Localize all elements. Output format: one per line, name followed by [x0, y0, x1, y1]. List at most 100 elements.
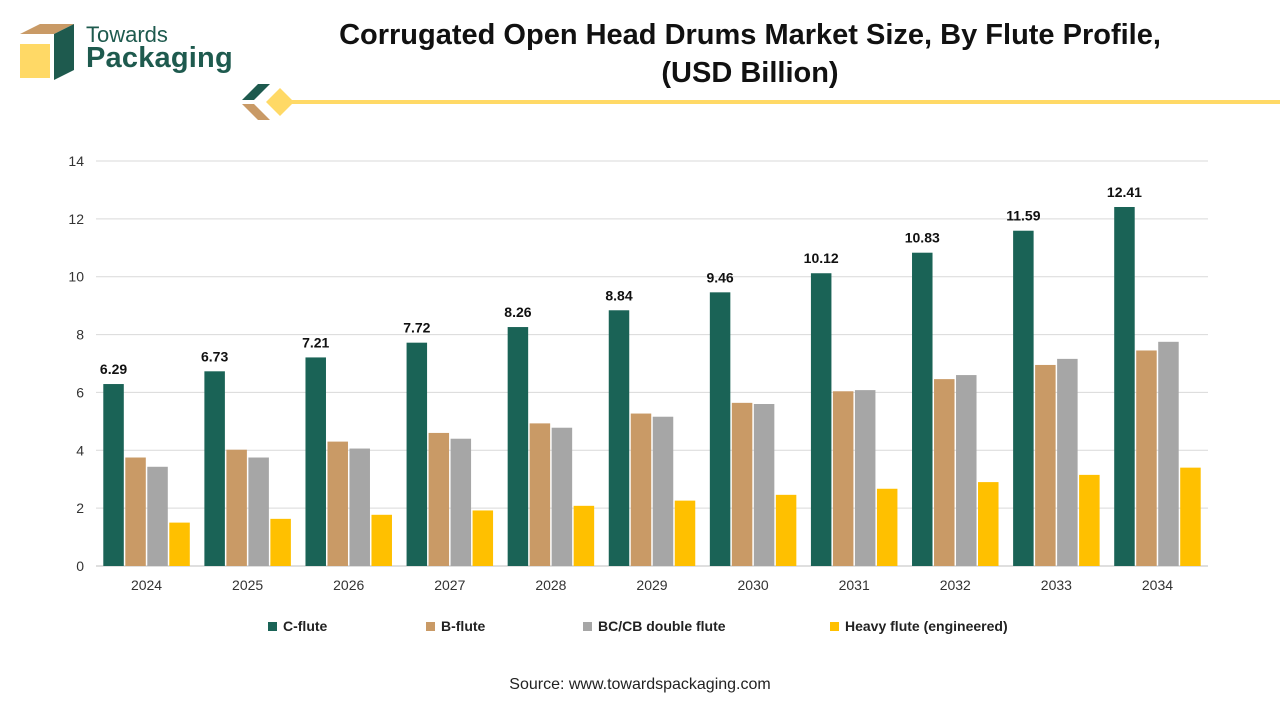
x-tick-label-2028: 2028: [535, 577, 566, 593]
x-tick-label-2027: 2027: [434, 577, 465, 593]
bar-b-flute-2024: [125, 457, 146, 566]
legend-item-heavy-flute: Heavy flute (engineered): [830, 618, 1008, 634]
legend-item-c-flute: C-flute: [268, 618, 327, 634]
bar-b-flute-2031: [832, 391, 854, 566]
bar-heavy-flute-engineered-2031: [876, 488, 898, 566]
data-label-c-flute-2030: 9.46: [706, 269, 733, 285]
source-note: Source: www.towardspackaging.com: [509, 676, 771, 693]
towards-packaging-logo: [20, 24, 74, 80]
legend-swatch-c-flute: [268, 621, 277, 631]
x-tick-label-2029: 2029: [636, 577, 667, 593]
bar-heavy-flute-engineered-2032: [978, 482, 999, 566]
bar-heavy-flute-engineered-2034: [1180, 467, 1201, 566]
bar-c-flute-2024: [103, 384, 124, 566]
data-label-c-flute-2025: 6.73: [201, 348, 228, 364]
data-label-c-flute-2032: 10.83: [905, 230, 940, 246]
bar-b-flute-2027: [428, 432, 450, 566]
bar-c-flute-2027: [406, 342, 428, 566]
bar-chart: 0 2 4 6 8 10 12 14 6.29 2024 6.73 2025 7.21 2026 7.72 2…: [68, 153, 1208, 593]
divider-gold-diamond: [266, 88, 294, 116]
legend-label-bc-cb-double-flute: BC/CB double flute: [598, 618, 726, 634]
y-tick-label-6: 6: [76, 384, 84, 400]
x-tick-label-2033: 2033: [1041, 577, 1072, 593]
legend-item-bc-cb-double-flute: BC/CB double flute: [583, 618, 726, 634]
legend-label-b-flute: B-flute: [441, 618, 486, 634]
bar-c-flute-2034: [1114, 206, 1135, 566]
chart-title-line1: Corrugated Open Head Drums Market Size, …: [339, 19, 1161, 51]
bar-b-flute-2033: [1035, 364, 1056, 566]
bar-c-flute-2025: [204, 371, 225, 566]
logo-text-packaging: Packaging: [86, 42, 233, 74]
divider-gold-line: [290, 100, 1280, 104]
bar-b-flute-2028: [529, 423, 551, 566]
legend-swatch-bc-cb-double-flute: [583, 621, 592, 631]
legend-swatch-b-flute: [426, 621, 435, 631]
bar-bc-cb-double-flute-2030: [753, 404, 775, 566]
bar-heavy-flute-engineered-2033: [1079, 474, 1100, 566]
data-label-c-flute-2031: 10.12: [804, 250, 839, 266]
y-tick-label-10: 10: [68, 269, 84, 285]
bar-heavy-flute-engineered-2030: [775, 494, 797, 566]
data-label-c-flute-2033: 11.59: [1006, 208, 1040, 224]
bar-c-flute-2028: [507, 327, 529, 566]
y-tick-label-8: 8: [76, 327, 84, 343]
bar-bc-cb-double-flute-2026: [349, 448, 370, 566]
bar-bc-cb-double-flute-2029: [652, 416, 674, 566]
bar-heavy-flute-engineered-2028: [573, 505, 595, 566]
bar-bc-cb-double-flute-2031: [854, 390, 876, 566]
x-tick-label-2034: 2034: [1142, 577, 1173, 593]
bar-bc-cb-double-flute-2032: [956, 375, 977, 566]
bar-heavy-flute-engineered-2027: [472, 510, 494, 566]
bar-c-flute-2033: [1013, 230, 1034, 566]
y-tick-label-2: 2: [76, 500, 84, 516]
data-label-c-flute-2024: 6.29: [100, 361, 127, 377]
divider-tan-chevron: [242, 104, 270, 120]
y-tick-label-12: 12: [68, 211, 84, 227]
bar-heavy-flute-engineered-2024: [169, 522, 190, 566]
chart-legend: C-flute B-flute BC/CB double flute Heavy…: [0, 618, 1280, 642]
bar-c-flute-2029: [608, 310, 630, 566]
bar-heavy-flute-engineered-2029: [674, 500, 696, 566]
bar-b-flute-2030: [731, 402, 753, 566]
bar-b-flute-2026: [327, 441, 348, 566]
chart-title: Corrugated Open Head Drums Market Size, …: [290, 16, 1210, 92]
y-tick-label-0: 0: [76, 558, 84, 574]
data-label-c-flute-2027: 7.72: [403, 320, 430, 336]
bar-c-flute-2030: [709, 292, 731, 566]
bar-c-flute-2031: [810, 273, 832, 566]
bar-bc-cb-double-flute-2033: [1057, 358, 1078, 566]
x-tick-label-2032: 2032: [940, 577, 971, 593]
logo-box-top: [20, 24, 74, 34]
logo-box-front: [20, 44, 50, 78]
bar-heavy-flute-engineered-2025: [270, 518, 291, 566]
x-tick-label-2030: 2030: [738, 577, 769, 593]
bar-b-flute-2034: [1136, 350, 1157, 566]
x-tick-label-2026: 2026: [333, 577, 364, 593]
logo-text-towards: Towards: [86, 22, 168, 47]
title-divider: [242, 84, 1280, 120]
bar-bc-cb-double-flute-2028: [551, 427, 573, 566]
bar-c-flute-2026: [305, 357, 326, 566]
bar-bc-cb-double-flute-2034: [1158, 341, 1179, 566]
bar-heavy-flute-engineered-2026: [371, 514, 392, 566]
divider-green-chevron: [242, 84, 270, 100]
legend-label-heavy-flute: Heavy flute (engineered): [845, 618, 1008, 634]
bar-b-flute-2029: [630, 413, 652, 566]
x-tick-label-2031: 2031: [839, 577, 870, 593]
x-tick-label-2024: 2024: [131, 577, 162, 593]
legend-label-c-flute: C-flute: [283, 618, 328, 634]
bar-bc-cb-double-flute-2024: [147, 466, 168, 566]
bar-b-flute-2032: [934, 379, 955, 566]
legend-swatch-heavy-flute: [830, 621, 839, 631]
x-tick-label-2025: 2025: [232, 577, 263, 593]
data-label-c-flute-2029: 8.84: [605, 287, 632, 303]
chart-title-line2: (USD Billion): [661, 57, 839, 89]
data-label-c-flute-2028: 8.26: [504, 304, 531, 320]
legend-item-b-flute: B-flute: [426, 618, 485, 634]
y-tick-label-14: 14: [68, 153, 84, 169]
data-label-c-flute-2034: 12.41: [1107, 184, 1142, 200]
logo-box-side: [54, 24, 74, 80]
data-label-c-flute-2026: 7.21: [302, 334, 329, 350]
bar-bc-cb-double-flute-2025: [248, 457, 269, 566]
bar-c-flute-2032: [912, 252, 933, 566]
